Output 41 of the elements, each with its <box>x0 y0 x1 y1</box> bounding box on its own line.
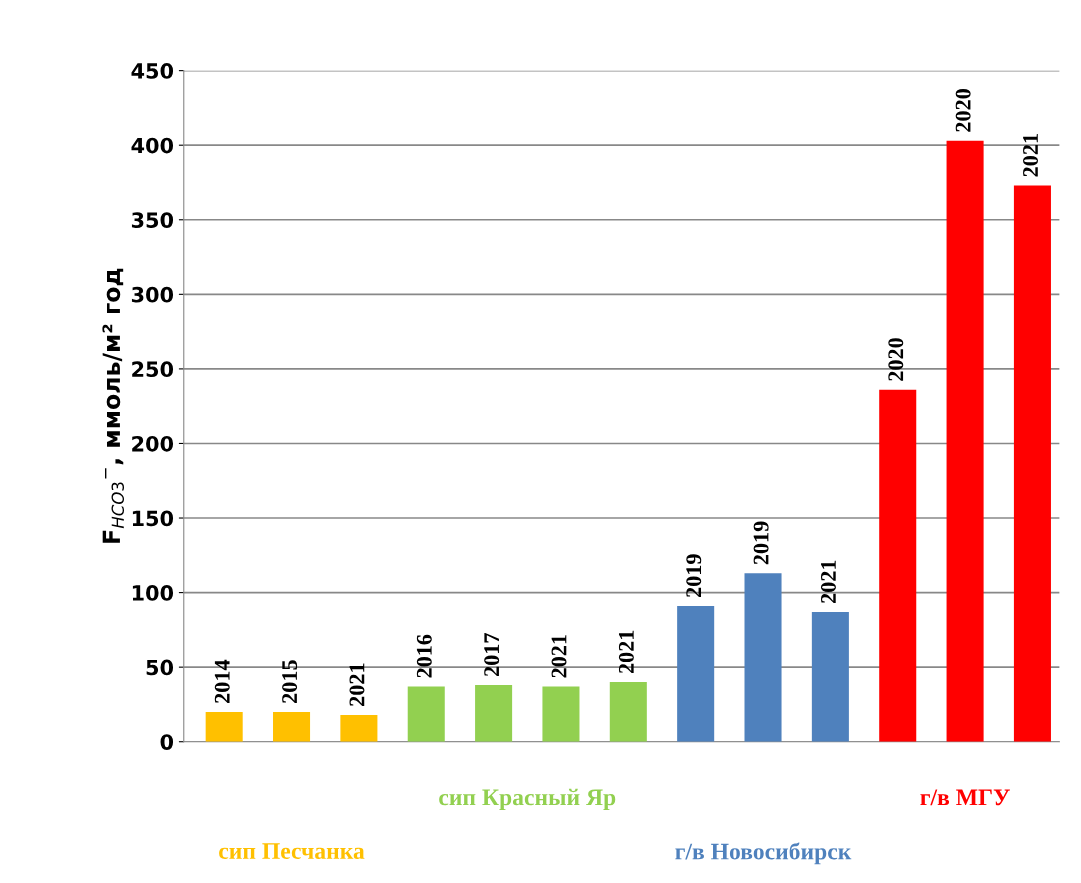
x-tick-label: 2021 <box>820 560 836 603</box>
text: сип Песчанка <box>219 843 365 859</box>
bar <box>407 686 445 742</box>
y-tick-label: 50 <box>146 659 174 676</box>
bar <box>677 606 715 742</box>
bar <box>542 686 580 742</box>
y-axis-title: F$_{HCO3}$$^{−}$, ммоль/м² год <box>102 268 125 543</box>
y-tick-label: 400 <box>131 137 174 154</box>
x-tick-label: 2021 <box>1023 134 1038 177</box>
y-tick-label: 250 <box>132 361 174 378</box>
y-tick-label: 450 <box>131 63 174 79</box>
bar <box>1013 185 1051 742</box>
x-tick-label: 2021 <box>618 630 634 674</box>
y-tick-label: 0 <box>160 734 174 750</box>
bar <box>273 711 311 742</box>
series-label: сип Красный Яр <box>439 788 616 811</box>
x-tick-label: 2014 <box>214 659 230 703</box>
x-tick-label: 2019 <box>686 554 702 598</box>
y-tick-label: 150 <box>132 510 174 527</box>
bar <box>744 573 782 742</box>
bar <box>340 714 378 742</box>
x-tick-label: 2021 <box>551 635 567 678</box>
bar <box>475 685 513 742</box>
x-tick-label: 2021 <box>349 663 365 706</box>
y-tick-label: 350 <box>131 212 174 228</box>
x-tick-label: 2019 <box>753 521 769 565</box>
text: г/в МГУ <box>920 789 1010 806</box>
x-tick-label: 2016 <box>416 634 432 678</box>
text: г/в Новосибирск <box>675 842 852 865</box>
x-tick-label: 2020 <box>955 89 971 132</box>
bar <box>946 140 984 742</box>
y-tick-label: 200 <box>132 435 174 452</box>
bar <box>811 611 849 742</box>
bar <box>879 389 917 742</box>
x-tick-label: 2015 <box>282 660 298 703</box>
y-tick-label: 300 <box>131 286 174 303</box>
bar <box>205 711 243 742</box>
x-tick-label: 2020 <box>888 338 904 381</box>
bar <box>609 682 647 742</box>
y-tick-label: 100 <box>132 585 174 601</box>
x-tick-label: 2017 <box>484 633 500 677</box>
